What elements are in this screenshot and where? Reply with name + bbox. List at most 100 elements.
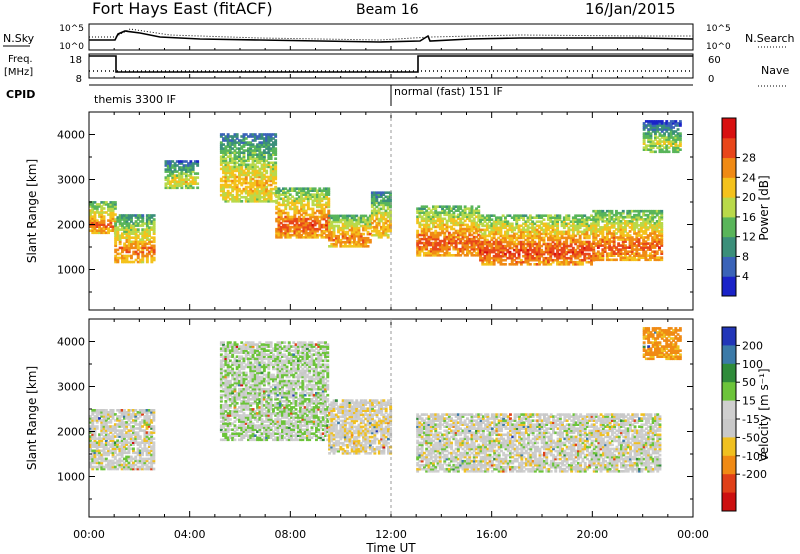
- heatmap-cell: [459, 247, 463, 251]
- heatmap-cell: [334, 242, 338, 246]
- heatmap-cell: [139, 216, 142, 219]
- heatmap-cell: [373, 195, 376, 199]
- heatmap-cell: [282, 209, 285, 213]
- heatmap-cell: [362, 245, 365, 248]
- heatmap-cell: [587, 260, 591, 264]
- heatmap-cell: [601, 244, 605, 247]
- heatmap-cell: [377, 191, 381, 194]
- heatmap-cell: [425, 237, 429, 241]
- heatmap-cell: [136, 423, 140, 426]
- heatmap-cell: [386, 199, 390, 203]
- heatmap-cell: [517, 234, 521, 238]
- heatmap-cell: [373, 197, 376, 201]
- heatmap-cell: [382, 211, 386, 215]
- heatmap-cell: [348, 220, 352, 224]
- heatmap-cell: [226, 139, 230, 142]
- heatmap-cell: [569, 260, 573, 264]
- heatmap-cell: [116, 447, 120, 451]
- heatmap-cell: [304, 193, 308, 196]
- heatmap-cell: [592, 250, 596, 253]
- heatmap-cell: [260, 151, 264, 154]
- heatmap-cell: [569, 224, 573, 228]
- heatmap-cell: [267, 139, 271, 142]
- heatmap-cell: [624, 254, 627, 257]
- heatmap-cell: [459, 231, 463, 235]
- heatmap-cell: [265, 147, 269, 150]
- heatmap-cell: [222, 149, 225, 152]
- heatmap-cell: [291, 207, 294, 211]
- heatmap-cell: [567, 216, 571, 219]
- heatmap-cell: [102, 419, 106, 422]
- heatmap-cell: [447, 209, 451, 212]
- heatmap-cell: [327, 197, 331, 201]
- heatmap-cell: [571, 254, 575, 258]
- heatmap-cell: [136, 246, 140, 250]
- heatmap-cell: [649, 134, 653, 137]
- heatmap-cell: [669, 140, 673, 143]
- heatmap-cell: [660, 144, 664, 147]
- heatmap-cell: [353, 214, 356, 218]
- heatmap-cell: [228, 141, 232, 144]
- heatmap-cell: [164, 182, 168, 185]
- heatmap-cell: [510, 228, 514, 232]
- heatmap-cell: [628, 222, 632, 225]
- heatmap-cell: [339, 220, 343, 224]
- heatmap-cell: [658, 144, 662, 147]
- heatmap-cell: [125, 216, 129, 219]
- heatmap-cell: [118, 236, 122, 239]
- heatmap-cell: [651, 150, 655, 154]
- heatmap-cell: [265, 191, 269, 195]
- heatmap-cell: [295, 187, 299, 190]
- heatmap-cell: [272, 147, 275, 150]
- heatmap-cell: [649, 234, 652, 237]
- heatmap-cell: [644, 132, 648, 135]
- heatmap-cell: [646, 238, 650, 241]
- heatmap-cell: [479, 216, 482, 219]
- heatmap-cell: [667, 150, 671, 154]
- heatmap-cell: [322, 213, 326, 217]
- heatmap-cell: [447, 217, 451, 221]
- heatmap-cell: [665, 126, 669, 129]
- heatmap-cell: [658, 248, 661, 251]
- heatmap-cell: [658, 224, 661, 227]
- heatmap-cell: [100, 433, 104, 436]
- heatmap-cell: [260, 171, 264, 175]
- heatmap-cell: [649, 242, 652, 245]
- heatmap-cell: [102, 415, 106, 418]
- heatmap-cell: [533, 246, 537, 250]
- heatmap-cell: [452, 215, 456, 219]
- heatmap-cell: [443, 235, 447, 239]
- heatmap-cell: [272, 153, 275, 156]
- heatmap-cell: [373, 193, 376, 196]
- heatmap-cell: [253, 195, 257, 199]
- heatmap-cell: [350, 226, 354, 230]
- heatmap-cell: [366, 222, 370, 226]
- heatmap-cell: [178, 168, 181, 171]
- heatmap-cell: [472, 249, 476, 253]
- heatmap-cell: [127, 409, 131, 412]
- heatmap-cell: [538, 244, 541, 248]
- heatmap-cell: [443, 217, 447, 221]
- heatmap-cell: [147, 409, 151, 412]
- heatmap-cell: [492, 260, 496, 264]
- heatmap-cell: [531, 228, 535, 232]
- heatmap-cell: [132, 441, 135, 444]
- heatmap-cell: [436, 205, 440, 208]
- heatmap-cell: [644, 124, 648, 127]
- heatmap-cell: [262, 155, 266, 158]
- heatmap-cell: [603, 248, 607, 251]
- heatmap-cell: [166, 186, 170, 190]
- heatmap-cell: [497, 260, 501, 264]
- heatmap-cell: [558, 252, 562, 256]
- heatmap-cell: [325, 219, 328, 223]
- heatmap-cell: [626, 220, 630, 223]
- heatmap-cell: [438, 254, 442, 257]
- heatmap-cell: [551, 220, 555, 223]
- heatmap-cell: [504, 263, 507, 266]
- heatmap-cell: [91, 441, 95, 444]
- heatmap-cell: [608, 246, 612, 249]
- heatmap-cell: [436, 211, 440, 214]
- heatmap-cell: [481, 258, 485, 262]
- heatmap-cell: [102, 217, 106, 220]
- heatmap-cell: [549, 263, 553, 266]
